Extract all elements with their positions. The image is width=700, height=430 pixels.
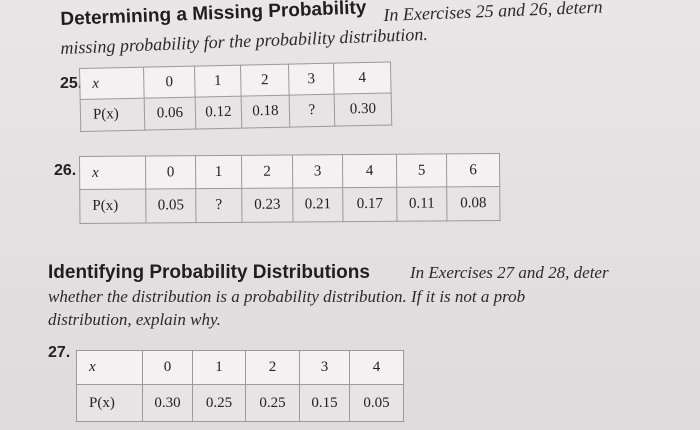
table-cell: 0.05 (349, 384, 404, 422)
section-lead-line2: missing probability for the probability … (60, 23, 429, 58)
table-cell: 0.18 (241, 95, 290, 129)
distribution-table-26: x 0 1 2 3 4 5 6 P(x) 0.05 ? 0.23 0.21 0.… (79, 153, 500, 224)
table-cell: 4 (349, 350, 404, 385)
table-header-p: P(x) (80, 98, 145, 132)
table-row-p: P(x) 0.06 0.12 0.18 ? 0.30 (80, 92, 392, 132)
table-cell: 0 (145, 155, 196, 190)
table-cell: 4 (342, 154, 397, 188)
table-cell: 0.30 (334, 92, 392, 127)
table-cell: 0.30 (142, 384, 193, 422)
exercise-number-26: 26. (54, 162, 77, 179)
table-cell: 0.12 (195, 96, 242, 130)
section2-lead-line2: whether the distribution is a probabilit… (48, 287, 526, 306)
table-cell: 0.08 (446, 186, 500, 221)
table-cell: 5 (396, 153, 447, 188)
table-cell: 0 (143, 66, 196, 99)
table-cell: 3 (292, 154, 343, 189)
table-cell: 3 (288, 63, 335, 96)
exercise-number-25: 25. (60, 75, 83, 92)
section2-lead-line3: distribution, explain why. (48, 310, 221, 329)
table-cell: 0.25 (192, 384, 246, 422)
table-cell: 0.17 (342, 187, 397, 222)
table-header-x: x (76, 350, 143, 385)
table-cell: 3 (299, 350, 350, 385)
table-header-x: x (79, 67, 145, 100)
section-heading-missing-probability: Determining a Missing Probability (60, 0, 367, 30)
table-row-x: x 0 1 2 3 4 5 6 (79, 153, 500, 190)
p-label: P(x) (92, 106, 119, 123)
p-label: P(x) (89, 394, 115, 411)
table-cell: 0.15 (299, 384, 350, 422)
table-cell: 1 (195, 155, 242, 189)
table-cell: 0.05 (145, 188, 196, 224)
table-cell: ? (195, 188, 242, 223)
table-cell: 2 (240, 64, 290, 97)
table-row-p: P(x) 0.30 0.25 0.25 0.15 0.05 (76, 384, 404, 422)
section2-lead-line1: In Exercises 27 and 28, deter (410, 263, 609, 282)
section-lead-line1: In Exercises 25 and 26, detern (383, 0, 603, 25)
table-cell: 0.21 (292, 187, 343, 223)
distribution-table-27: x 0 1 2 3 4 P(x) 0.30 0.25 0.25 0.15 0.0… (76, 350, 404, 422)
table-cell: 1 (194, 65, 242, 98)
table-row-x: x 0 1 2 3 4 (76, 350, 404, 385)
table-cell: 0.23 (241, 188, 293, 223)
table-cell: 2 (245, 350, 300, 385)
table-cell: 1 (192, 350, 246, 385)
table-cell: 0.25 (245, 384, 300, 422)
table-cell: 2 (241, 155, 293, 189)
table-header-x: x (79, 156, 146, 190)
table-cell: 4 (333, 61, 392, 95)
table-cell: 0.11 (396, 186, 447, 222)
table-cell: ? (289, 94, 335, 128)
p-label: P(x) (92, 197, 119, 214)
distribution-table-25: x 0 1 2 3 4 P(x) 0.06 0.12 0.18 ? 0.30 (79, 61, 392, 132)
table-cell: 0 (142, 350, 193, 385)
table-row-p: P(x) 0.05 ? 0.23 0.21 0.17 0.11 0.08 (79, 186, 500, 224)
table-cell: 0.06 (144, 97, 196, 131)
table-header-p: P(x) (76, 384, 143, 422)
exercise-number-27: 27. (48, 344, 71, 361)
table-cell: 6 (446, 153, 500, 187)
section-heading-identifying-distributions: Identifying Probability Distributions (48, 262, 370, 283)
table-header-p: P(x) (79, 189, 146, 224)
